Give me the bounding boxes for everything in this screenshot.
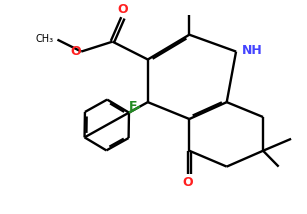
- Text: O: O: [183, 176, 193, 189]
- Text: CH₃: CH₃: [36, 34, 54, 44]
- Text: NH: NH: [242, 45, 262, 58]
- Text: F: F: [129, 100, 138, 113]
- Text: O: O: [70, 45, 81, 58]
- Text: O: O: [118, 3, 128, 16]
